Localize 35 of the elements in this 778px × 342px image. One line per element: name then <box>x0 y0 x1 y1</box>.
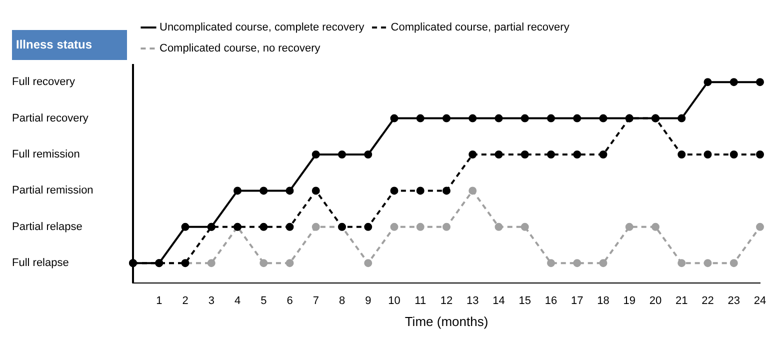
x-tick-label: 16 <box>544 294 558 307</box>
x-tick-label: 14 <box>492 294 505 307</box>
x-tick-label: 6 <box>286 294 293 307</box>
x-tick-label: 2 <box>182 294 188 307</box>
legend-label: Complicated course, no recovery <box>160 42 321 55</box>
x-tick-label: 11 <box>414 294 426 307</box>
x-tick-label: 1 <box>156 294 162 307</box>
x-tick-label: 8 <box>338 294 346 307</box>
x-tick-label: 10 <box>388 294 400 307</box>
text: Full recovery <box>12 76 76 88</box>
x-tick-label: 24 <box>754 294 766 307</box>
x-tick-label: 7 <box>312 294 319 307</box>
x-tick-label: 9 <box>365 294 372 307</box>
x-tick-label: 22 <box>702 294 714 307</box>
x-tick-label: 4 <box>234 294 241 307</box>
text: Partial relapse <box>12 220 82 233</box>
x-tick-label: 23 <box>728 294 740 307</box>
text: Partial remission <box>12 184 94 197</box>
x-axis-title: Time (months) <box>404 314 488 329</box>
x-tick-label: 3 <box>208 294 214 307</box>
text: Full remission <box>12 148 80 161</box>
x-tick-label: 21 <box>676 294 688 307</box>
legend-label: Complicated course, partial recovery <box>390 22 570 34</box>
x-tick-label: 15 <box>518 294 531 307</box>
text: Full relapse <box>12 257 69 270</box>
x-tick-label: 20 <box>649 294 662 307</box>
x-tick-label: 5 <box>260 294 267 307</box>
legend-label: Uncomplicated course, complete recovery <box>160 22 365 34</box>
x-tick-label: 18 <box>597 294 610 307</box>
x-tick-label: 12 <box>440 294 453 307</box>
x-tick-label: 17 <box>571 294 584 307</box>
x-tick-label: 19 <box>623 294 636 307</box>
x-tick-label: 13 <box>466 294 479 307</box>
text: Partial recovery <box>12 112 89 124</box>
text: Illness status <box>16 37 92 52</box>
